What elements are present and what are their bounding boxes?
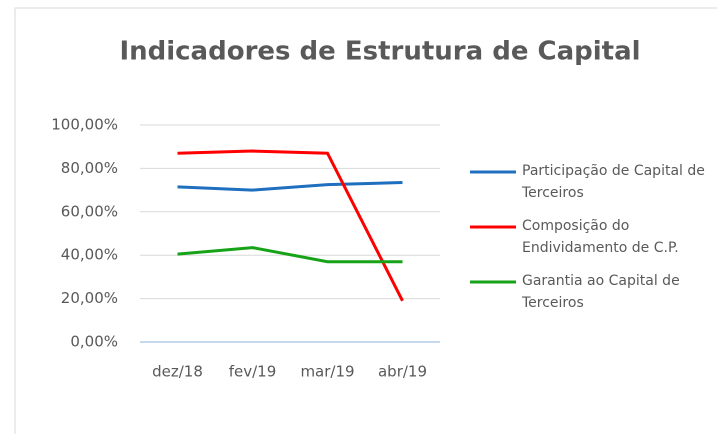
- legend-label: Composição do Endividamento de C.P.: [522, 218, 679, 256]
- series-line: [177, 181, 403, 192]
- y-tick-label: 100,00%: [51, 116, 118, 134]
- chart-title: Indicadores de Estrutura de Capital: [119, 37, 640, 67]
- legend-label: Participação de Capital de Terceiros: [522, 163, 705, 201]
- series-line: [177, 246, 403, 264]
- x-tick-label: dez/18: [152, 363, 203, 381]
- y-tick-label: 80,00%: [61, 159, 118, 177]
- legend-label: Garantia ao Capital de Terceiros: [522, 273, 680, 311]
- y-tick-label: 40,00%: [61, 246, 118, 264]
- x-tick-label: mar/19: [300, 363, 354, 381]
- x-tick-label: abr/19: [378, 363, 427, 381]
- chart-frame: [14, 7, 717, 434]
- x-tick-label: fev/19: [229, 363, 277, 381]
- series-line: [177, 149, 404, 302]
- y-tick-label: 20,00%: [61, 289, 118, 307]
- y-tick-label: 60,00%: [61, 202, 118, 220]
- y-tick-label: 0,00%: [70, 333, 118, 351]
